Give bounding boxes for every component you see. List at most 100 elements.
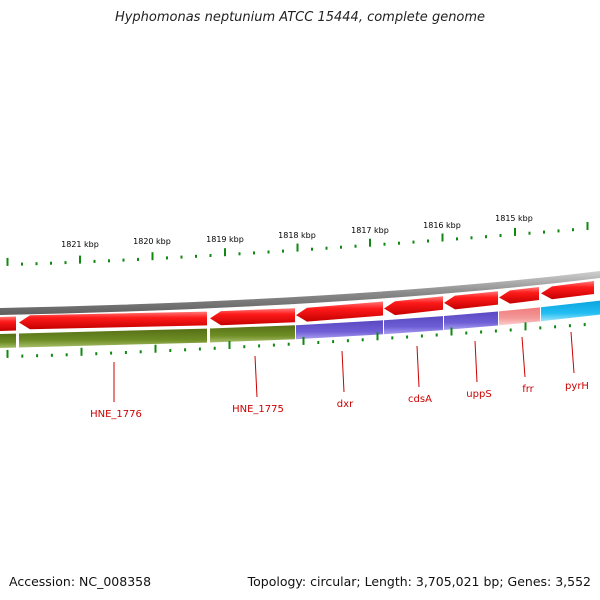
inner-minor-tick xyxy=(272,343,275,347)
cds-arrow-frr xyxy=(499,287,539,304)
outer-minor-tick xyxy=(180,255,183,259)
inner-ticks xyxy=(6,322,586,358)
inner-minor-tick xyxy=(346,339,349,343)
inner-minor-tick xyxy=(213,346,216,350)
inner-minor-tick xyxy=(420,334,423,338)
inner-minor-tick xyxy=(406,335,409,339)
kbp-label-1815: 1815 kbp xyxy=(495,214,533,223)
inner-minor-tick xyxy=(494,329,497,333)
accession-text: Accession: NC_008358 xyxy=(9,574,152,589)
gene-labels: HNE_1776 HNE_1775 dxr cdsA uppS frr pyrH xyxy=(90,381,589,420)
gene-label-frr: frr xyxy=(522,384,534,395)
inner-minor-tick xyxy=(50,353,53,357)
outer-major-tick xyxy=(586,222,589,230)
inner-minor-tick xyxy=(480,330,483,334)
outer-minor-tick xyxy=(340,245,342,249)
inner-minor-tick xyxy=(258,344,261,348)
outer-major-tick xyxy=(369,238,371,247)
outer-major-tick xyxy=(6,257,9,266)
outer-minor-tick xyxy=(412,240,415,244)
leader-upps xyxy=(474,340,478,383)
cog-track xyxy=(0,300,600,348)
inner-minor-tick xyxy=(317,341,320,344)
inner-minor-tick xyxy=(539,326,542,330)
outer-minor-tick xyxy=(122,258,125,262)
inner-major-tick xyxy=(6,349,9,358)
outer-major-tick xyxy=(441,233,444,242)
leader-cdsa xyxy=(416,345,420,388)
gene-leader-lines xyxy=(113,331,575,402)
inner-minor-tick xyxy=(465,331,468,335)
inner-minor-tick xyxy=(184,348,187,352)
cds-arrow-pyrh xyxy=(541,281,594,300)
outer-minor-tick xyxy=(398,241,400,245)
inner-minor-tick xyxy=(361,338,364,342)
outer-minor-tick xyxy=(166,256,168,260)
outer-major-tick xyxy=(79,255,81,264)
inner-minor-tick xyxy=(332,340,335,344)
kbp-label-1820: 1820 kbp xyxy=(133,237,171,246)
cds-arrow-hne-1776 xyxy=(19,311,207,330)
inner-minor-tick xyxy=(124,351,127,354)
outer-minor-tick xyxy=(543,230,545,234)
outer-minor-tick xyxy=(137,257,139,261)
outer-minor-tick xyxy=(21,262,23,266)
inner-minor-tick xyxy=(65,353,68,357)
inner-major-tick xyxy=(524,322,527,331)
outer-minor-tick xyxy=(253,251,255,255)
inner-minor-tick xyxy=(554,325,557,329)
cog-segment-olive-1 xyxy=(0,333,16,348)
kbp-label-1818: 1818 kbp xyxy=(278,231,316,240)
outer-minor-tick xyxy=(485,235,487,239)
outer-minor-tick xyxy=(267,250,270,254)
cds-arrow-hne-1775 xyxy=(210,308,295,326)
inner-minor-tick xyxy=(287,342,290,346)
inner-major-tick xyxy=(376,332,379,341)
outer-minor-tick xyxy=(470,236,473,240)
inner-minor-tick xyxy=(568,324,571,328)
inner-minor-tick xyxy=(95,352,98,356)
cog-segment-cyan-pyrh xyxy=(541,300,600,322)
inner-minor-tick xyxy=(169,349,172,352)
cog-segment-purple-cdsa xyxy=(384,316,443,335)
inner-minor-tick xyxy=(110,351,113,355)
outer-major-tick xyxy=(151,252,154,261)
topology-text: Topology: circular; Length: 3,705,021 bp… xyxy=(247,574,591,589)
cog-segment-olive-2 xyxy=(19,328,207,348)
outer-minor-tick xyxy=(456,237,458,241)
inner-minor-tick xyxy=(391,336,394,340)
outer-major-tick xyxy=(224,248,226,257)
outer-minor-tick xyxy=(93,259,96,263)
cog-segment-purple-upps xyxy=(444,311,498,330)
outer-minor-tick xyxy=(325,246,328,250)
inner-major-tick xyxy=(154,344,157,353)
outer-minor-tick xyxy=(354,244,357,248)
inner-major-tick xyxy=(302,336,305,345)
cds-track xyxy=(0,281,594,331)
kbp-label-1819: 1819 kbp xyxy=(206,235,244,244)
outer-minor-tick xyxy=(108,259,110,263)
cog-segment-pink-frr xyxy=(499,307,540,326)
outer-minor-tick xyxy=(209,254,212,257)
gene-label-hne-1776: HNE_1776 xyxy=(90,409,142,420)
outer-minor-tick xyxy=(282,249,284,253)
outer-minor-tick xyxy=(528,231,531,235)
leader-frr xyxy=(521,336,526,378)
cds-arrow-1 xyxy=(0,316,16,331)
outer-minor-tick xyxy=(427,239,429,243)
kbp-labels: 1821 kbp 1820 kbp 1819 kbp 1818 kbp 1817… xyxy=(61,214,533,249)
outer-minor-tick xyxy=(499,234,502,237)
gene-label-pyrh: pyrH xyxy=(565,381,589,392)
outer-ticks xyxy=(6,222,589,266)
inner-minor-tick xyxy=(509,328,512,332)
outer-minor-tick xyxy=(50,261,52,265)
inner-minor-tick xyxy=(435,333,438,337)
kbp-label-1817: 1817 kbp xyxy=(351,226,389,235)
outer-minor-tick xyxy=(383,242,386,246)
inner-major-tick xyxy=(228,341,231,349)
gene-label-hne-1775: HNE_1775 xyxy=(232,404,284,415)
outer-major-tick xyxy=(514,227,516,236)
inner-minor-tick xyxy=(583,323,586,327)
inner-minor-tick xyxy=(139,350,142,354)
